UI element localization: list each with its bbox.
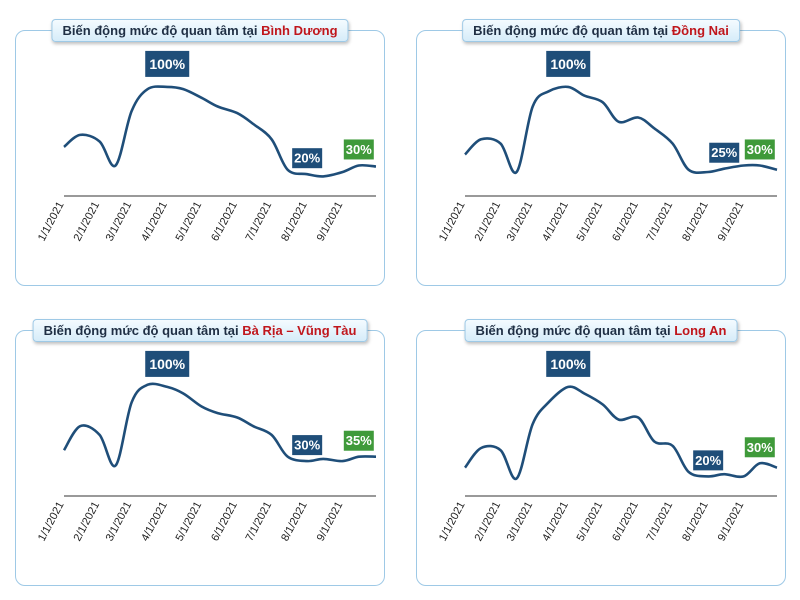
x-tick-label: 8/1/2021 bbox=[680, 200, 711, 243]
x-tick-label: 5/1/2021 bbox=[174, 200, 205, 243]
title-region: Đồng Nai bbox=[671, 23, 729, 38]
annotation-label: 30% bbox=[747, 142, 773, 157]
annotation-label: 30% bbox=[747, 440, 773, 455]
annotation-badge bbox=[145, 350, 190, 377]
x-tick-label: 2/1/2021 bbox=[72, 500, 103, 543]
x-tick-label: 2/1/2021 bbox=[473, 500, 504, 543]
annotation-label: 20% bbox=[695, 453, 721, 468]
x-tick-label: 7/1/2021 bbox=[645, 200, 676, 243]
chart-title: Biến động mức độ quan tâm tại Đồng Nai bbox=[462, 19, 740, 42]
x-tick-label: 1/1/2021 bbox=[437, 500, 468, 543]
annotation-label: 35% bbox=[346, 433, 372, 448]
line-chart-binh-duong: 1/1/2021 2/1/2021 3/1/2021 4/1/2021 5/1/2021… bbox=[36, 50, 377, 243]
title-prefix: Biến động mức độ quan tâm tại bbox=[43, 323, 243, 338]
annotation-badge bbox=[693, 450, 724, 471]
title-region: Bình Dương bbox=[261, 23, 338, 38]
x-tick-label: 5/1/2021 bbox=[174, 500, 205, 543]
annotation-badge bbox=[343, 430, 374, 451]
x-tick-label: 3/1/2021 bbox=[104, 500, 135, 543]
annotation-badge bbox=[292, 148, 323, 169]
annotation-badge bbox=[292, 435, 323, 456]
x-tick-label: 9/1/2021 bbox=[315, 200, 346, 243]
annotation-label: 100% bbox=[149, 356, 185, 372]
x-tick-label: 9/1/2021 bbox=[716, 200, 747, 243]
x-tick-label: 6/1/2021 bbox=[209, 500, 240, 543]
annotation-badge bbox=[546, 50, 591, 77]
x-tick-label: 6/1/2021 bbox=[610, 200, 641, 243]
x-tick-label: 7/1/2021 bbox=[244, 200, 275, 243]
x-tick-label: 7/1/2021 bbox=[645, 500, 676, 543]
annotation-label: 100% bbox=[550, 56, 586, 72]
x-tick-label: 8/1/2021 bbox=[680, 500, 711, 543]
chart-title: Biến động mức độ quan tâm tại Bình Dương bbox=[51, 19, 349, 42]
x-tick-label: 3/1/2021 bbox=[505, 500, 536, 543]
x-tick-label: 6/1/2021 bbox=[209, 200, 240, 243]
chart-panel-ba-ria-vung-tau: Biến động mức độ quan tâm tại Bà Rịa – V… bbox=[15, 319, 385, 586]
x-tick-label: 1/1/2021 bbox=[36, 200, 67, 243]
chart-panel-binh-duong: Biến động mức độ quan tâm tại Bình Dương… bbox=[15, 19, 385, 286]
x-tick-label: 3/1/2021 bbox=[104, 200, 135, 243]
x-tick-label: 4/1/2021 bbox=[139, 500, 170, 543]
annotation-badge bbox=[546, 350, 591, 377]
line-chart-long-an: 1/1/2021 2/1/2021 3/1/2021 4/1/2021 5/1/2021… bbox=[437, 350, 778, 543]
x-tick-label: 8/1/2021 bbox=[279, 200, 310, 243]
annotation-label: 100% bbox=[149, 56, 185, 72]
series-line bbox=[63, 85, 377, 178]
series-line bbox=[62, 382, 377, 468]
annotation-badge bbox=[744, 139, 775, 160]
title-prefix: Biến động mức độ quan tâm tại bbox=[62, 23, 262, 38]
x-tick-label: 1/1/2021 bbox=[437, 200, 468, 243]
title-region: Long An bbox=[674, 323, 727, 338]
chart-panel-dong-nai: Biến động mức độ quan tâm tại Đồng Nai 1… bbox=[416, 19, 786, 286]
x-tick-label: 2/1/2021 bbox=[473, 200, 504, 243]
title-prefix: Biến động mức độ quan tâm tại bbox=[473, 23, 672, 38]
annotation-badge bbox=[744, 437, 775, 458]
chart-title: Biến động mức độ quan tâm tại Bà Rịa – V… bbox=[32, 319, 368, 342]
series-line bbox=[463, 385, 778, 481]
series-line bbox=[464, 85, 778, 175]
x-tick-label: 9/1/2021 bbox=[716, 500, 747, 543]
annotation-badge bbox=[145, 50, 190, 77]
annotation-label: 30% bbox=[346, 142, 372, 157]
x-tick-label: 5/1/2021 bbox=[575, 500, 606, 543]
x-tick-label: 4/1/2021 bbox=[540, 500, 571, 543]
x-tick-label: 5/1/2021 bbox=[575, 200, 606, 243]
annotation-badge bbox=[343, 139, 374, 160]
annotation-label: 20% bbox=[294, 151, 320, 166]
x-tick-label: 2/1/2021 bbox=[72, 200, 103, 243]
x-tick-label: 4/1/2021 bbox=[139, 200, 170, 243]
x-tick-label: 4/1/2021 bbox=[540, 200, 571, 243]
annotation-label: 100% bbox=[550, 356, 586, 372]
line-chart-ba-ria-vung-tau: 1/1/2021 2/1/2021 3/1/2021 4/1/2021 5/1/2021… bbox=[36, 350, 377, 543]
x-tick-label: 8/1/2021 bbox=[279, 500, 310, 543]
x-tick-label: 6/1/2021 bbox=[610, 500, 641, 543]
x-tick-label: 3/1/2021 bbox=[505, 200, 536, 243]
annotation-badge bbox=[709, 142, 740, 163]
chart-title: Biến động mức độ quan tâm tại Long An bbox=[464, 319, 738, 342]
chart-panel-long-an: Biến động mức độ quan tâm tại Long An 1/… bbox=[416, 319, 786, 586]
title-prefix: Biến động mức độ quan tâm tại bbox=[475, 323, 675, 338]
annotation-label: 30% bbox=[294, 438, 320, 453]
title-region: Bà Rịa – Vũng Tàu bbox=[242, 323, 357, 338]
x-tick-label: 9/1/2021 bbox=[315, 500, 346, 543]
line-chart-dong-nai: 1/1/2021 2/1/2021 3/1/2021 4/1/2021 5/1/2021… bbox=[437, 50, 778, 243]
x-tick-label: 1/1/2021 bbox=[36, 500, 67, 543]
annotation-label: 25% bbox=[711, 145, 737, 160]
x-tick-label: 7/1/2021 bbox=[244, 500, 275, 543]
